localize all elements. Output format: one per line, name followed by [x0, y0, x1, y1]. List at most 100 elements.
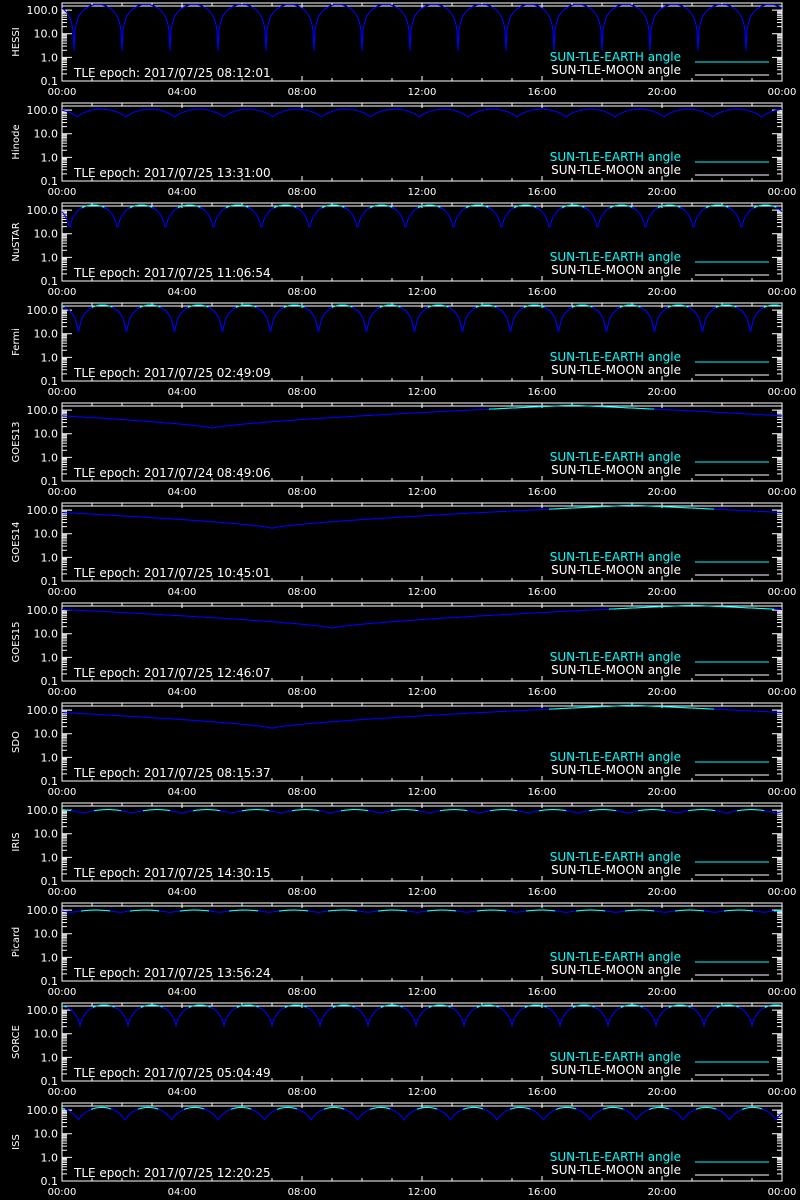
chart-svg: 100.010.01.00.100:00 04:00 08:00 12:00 16:00… — [11, 1002, 796, 1098]
y-tick-label: 100.0 — [27, 204, 59, 217]
series-line-earth-high — [524, 1004, 548, 1008]
legend-label-moon: SUN-TLE-MOON angle — [551, 463, 681, 477]
series-line-earth-high — [723, 909, 755, 912]
series-line-earth-high — [379, 304, 402, 308]
chart-panel-fermi: 100.0 10.0 1.0 0.1 00:00 04:00 08:00 12:00 16:00… — [0, 300, 800, 400]
series-line-earth-high — [620, 1004, 644, 1008]
x-tick-label: 00:00 — [768, 87, 797, 98]
x-tick-label: 04:00 — [168, 387, 197, 398]
series-line-earth — [401, 1006, 431, 1028]
series-line-earth — [169, 810, 195, 814]
series-line-earth — [61, 408, 490, 429]
x-tick-label: 16:00 — [528, 887, 557, 898]
series-line-earth-high — [736, 809, 766, 812]
series-line-earth-high — [230, 1106, 253, 1110]
x-tick-label: 08:00 — [288, 187, 317, 198]
series-line-earth-high — [571, 304, 594, 308]
x-tick-label: 08:00 — [288, 1087, 317, 1098]
legend-label-moon: SUN-TLE-MOON angle — [551, 1163, 681, 1177]
series-line-earth-high — [575, 909, 607, 912]
y-tick-label: 1.0 — [41, 351, 59, 364]
series-line-earth — [305, 1006, 335, 1028]
y-tick-label: 0.1 — [41, 575, 59, 588]
panel-ylabel: NuSTAR — [11, 222, 22, 261]
panel-ylabel: Picard — [11, 927, 22, 958]
series-line-earth — [70, 810, 96, 814]
y-tick-label: 100.0 — [27, 804, 59, 817]
series-line-earth-high — [340, 809, 370, 812]
series-line-earth-high — [741, 1106, 764, 1110]
tle-epoch-label: TLE epoch: 2017/07/25 12:46:07 — [73, 666, 271, 680]
y-tick-label: 0.1 — [41, 75, 59, 88]
series-line-earth — [351, 306, 382, 332]
series-line-earth-high — [439, 809, 469, 812]
x-tick-label: 08:00 — [288, 1187, 317, 1198]
tle-epoch-label: TLE epoch: 2017/07/25 08:12:01 — [73, 66, 271, 80]
tle-epoch-label: TLE epoch: 2017/07/25 12:20:25 — [73, 1166, 271, 1180]
series-line-earth-high — [465, 204, 490, 209]
x-tick-label: 16:00 — [528, 1187, 557, 1198]
x-tick-label: 08:00 — [288, 787, 317, 798]
legend-label-earth: SUN-TLE-EARTH angle — [550, 750, 681, 764]
legend-label-moon: SUN-TLE-MOON angle — [551, 163, 681, 177]
x-tick-label: 00:00 — [48, 1087, 77, 1098]
series-line-earth — [303, 306, 334, 332]
y-tick-label: 1.0 — [41, 1051, 59, 1064]
series-line-earth — [61, 108, 783, 118]
series-line-earth-high — [475, 304, 498, 308]
legend-label-earth: SUN-TLE-EARTH angle — [550, 950, 681, 964]
series-line-earth-high — [129, 909, 161, 912]
legend-label-moon: SUN-TLE-MOON angle — [551, 963, 681, 977]
series-line-earth — [109, 910, 132, 913]
y-tick-label: 0.1 — [41, 475, 59, 488]
series-line-earth — [203, 1108, 233, 1121]
series-line-earth — [61, 4, 783, 51]
series-line-earth-high — [187, 304, 210, 308]
x-tick-label: 08:00 — [288, 87, 317, 98]
series-line-earth — [593, 1006, 623, 1028]
y-tick-label: 10.0 — [34, 228, 59, 241]
series-line-earth — [687, 306, 718, 332]
series-line-earth — [353, 1006, 383, 1028]
x-tick-label: 04:00 — [168, 1187, 197, 1198]
series-line-earth-high — [90, 1106, 113, 1110]
x-tick-label: 08:00 — [288, 387, 317, 398]
y-tick-label: 10.0 — [34, 928, 59, 941]
tle-epoch-label: TLE epoch: 2017/07/25 14:30:15 — [73, 866, 271, 880]
series-line-earth-high — [192, 809, 222, 812]
series-line-earth — [482, 1108, 512, 1121]
series-line-earth-high — [91, 304, 114, 308]
series-line-earth-high — [417, 204, 442, 209]
series-line-earth-high — [705, 204, 730, 209]
series-line-earth-high — [619, 304, 642, 308]
series-line-earth — [208, 910, 231, 913]
series-line-earth — [583, 206, 612, 228]
series-line-earth-high — [416, 1106, 439, 1110]
chart-panel-picard: 100.0 10.0 1.0 0.1 00:00 04:00 08:00 12:00 16:00… — [0, 900, 800, 1000]
y-tick-label: 10.0 — [34, 728, 59, 741]
series-line-earth — [61, 910, 83, 913]
series-line-earth-high — [380, 1004, 404, 1008]
x-tick-label: 00:00 — [768, 987, 797, 998]
series-line-earth-high — [225, 204, 250, 209]
x-tick-label: 12:00 — [408, 687, 437, 698]
series-line-earth-high — [427, 304, 450, 308]
series-line-earth-high — [674, 909, 706, 912]
x-tick-label: 20:00 — [648, 987, 677, 998]
x-tick-label: 20:00 — [648, 187, 677, 198]
y-tick-label: 1.0 — [41, 51, 59, 64]
x-tick-label: 00:00 — [48, 887, 77, 898]
y-tick-label: 10.0 — [34, 828, 59, 841]
series-line-earth-high — [523, 304, 546, 308]
x-tick-label: 20:00 — [648, 1087, 677, 1098]
series-line-earth-high — [764, 1004, 783, 1008]
series-line-earth — [247, 206, 276, 228]
series-line-earth-high — [648, 1106, 671, 1110]
legend-label-earth: SUN-TLE-EARTH angle — [550, 1150, 681, 1164]
series-line-earth — [703, 910, 726, 913]
y-tick-label: 0.1 — [41, 675, 59, 688]
x-tick-label: 00:00 — [48, 787, 77, 798]
series-line-earth-high — [513, 204, 538, 209]
series-line-earth-high — [763, 304, 783, 308]
